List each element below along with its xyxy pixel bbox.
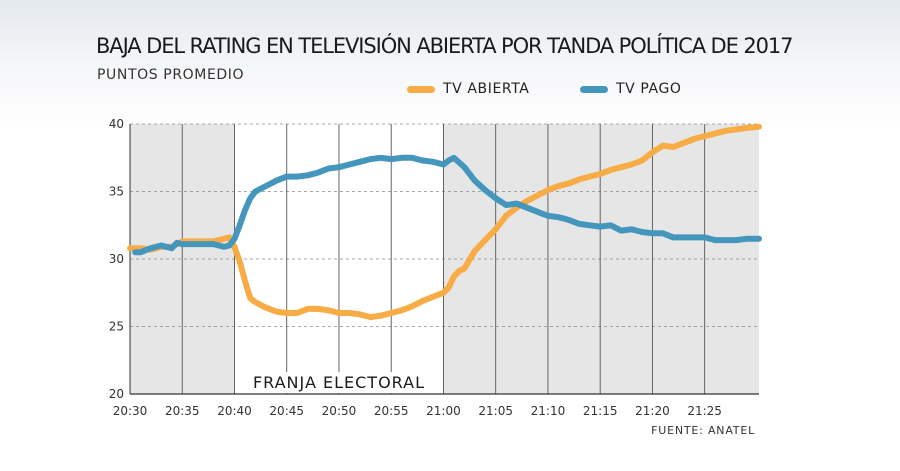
legend-swatch-tv-abierta [407,85,435,93]
x-tick-label: 21:20 [635,404,670,418]
legend-swatch-tv-pago [580,85,608,93]
series-line-tv-pago [132,154,762,256]
legend-label-tv-pago: TV PAGO [616,81,682,97]
chart-subtitle: PUNTOS PROMEDIO [97,67,245,83]
x-tick-label: 21:15 [583,404,618,418]
legend-label-tv-abierta: TV ABIERTA [443,81,530,97]
chart-title: BAJA DEL RATING EN TELEVISIÓN ABIERTA PO… [96,34,794,58]
franja-label-backing [248,372,430,393]
y-tick-label: 35 [109,185,124,199]
franja-electoral-label: FRANJA ELECTORAL [253,373,425,392]
x-tick-label: 20:35 [165,404,200,418]
source-note: FUENTE: ANATEL [651,424,755,437]
legend-item-tv-pago: TV PAGO [580,78,682,100]
legend-item-tv-abierta: TV ABIERTA [407,78,530,100]
x-tick-label: 21:10 [531,404,566,418]
x-tick-label: 20:45 [269,404,304,418]
x-tick-label: 21:00 [426,404,461,418]
x-tick-label: 20:55 [374,404,409,418]
series-line-tv-abierta [127,123,762,321]
x-tick-label: 21:05 [478,404,513,418]
y-tick-label: 20 [109,387,124,401]
x-tick-label: 21:25 [687,404,722,418]
x-tick-label: 20:50 [322,404,357,418]
y-tick-label: 30 [109,252,124,266]
y-tick-label: 25 [109,320,124,334]
y-tick-label: 40 [109,117,124,131]
x-tick-label: 20:30 [113,404,148,418]
x-tick-label: 20:40 [217,404,252,418]
